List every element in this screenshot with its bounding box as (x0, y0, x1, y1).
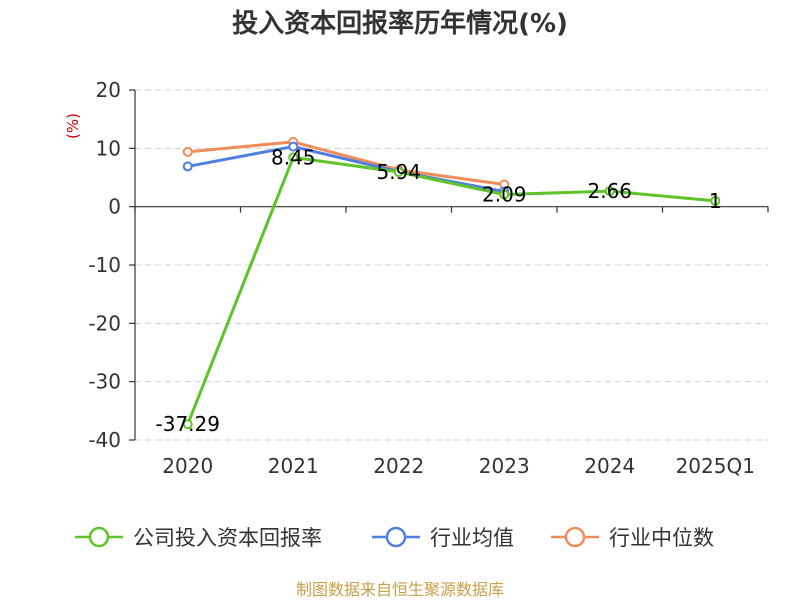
grid-lines (135, 89, 768, 441)
x-tick-label: 2022 (373, 454, 424, 478)
series-line-0 (186, 155, 716, 425)
y-tick-label: -40 (88, 428, 121, 452)
x-tick-label: 2023 (479, 454, 530, 478)
data-label: 2.66 (587, 179, 632, 203)
data-point (182, 419, 193, 430)
data-labels: -37.29 8.45 5.94 2.09 2.66 1 (156, 145, 722, 436)
chart-title: 投入资本回报率历年情况(%) (232, 8, 568, 39)
legend-label: 行业均值 (430, 526, 514, 550)
y-tick-label: 10 (96, 136, 121, 160)
y-tick-label: 20 (96, 78, 121, 102)
data-point (393, 167, 404, 178)
legend: 公司投入资本回报率 行业均值 行业中位数 (75, 526, 714, 550)
data-point (182, 161, 193, 172)
data-label: 5.94 (376, 160, 421, 184)
x-tick-label: 2024 (584, 454, 635, 478)
data-point (288, 152, 299, 163)
x-tick-label: 2020 (162, 454, 213, 478)
data-label: 1 (709, 189, 722, 213)
legend-marker (564, 526, 586, 548)
series-line-2 (187, 140, 505, 186)
x-tick-label: 2021 (268, 454, 319, 478)
source-note: 制图数据来自恒生聚源数据库 (296, 580, 504, 599)
data-point (499, 189, 510, 200)
axes: 20 10 0 -10 -20 -30 -40 2020 2021 2022 2023 2024 202… (88, 78, 769, 478)
series-lines (182, 136, 721, 430)
legend-marker (385, 526, 407, 548)
x-tick-label: 2025Q1 (676, 454, 755, 478)
data-point (182, 146, 193, 157)
data-point (710, 195, 721, 206)
legend-marker (88, 526, 110, 548)
data-label: -37.29 (156, 412, 220, 436)
data-point (604, 186, 615, 197)
y-tick-label: -20 (88, 311, 121, 335)
legend-label: 行业中位数 (609, 526, 714, 550)
y-tick-label: 0 (108, 195, 121, 219)
y-tick-label: -30 (88, 370, 121, 394)
y-tick-label: -10 (88, 253, 121, 277)
data-point (288, 141, 299, 152)
series-line-1 (187, 145, 505, 193)
data-label: 8.45 (271, 145, 316, 169)
legend-label: 公司投入资本回报率 (133, 526, 322, 550)
y-axis-unit-label: (%) (64, 113, 82, 139)
data-label: 2.09 (482, 182, 527, 206)
